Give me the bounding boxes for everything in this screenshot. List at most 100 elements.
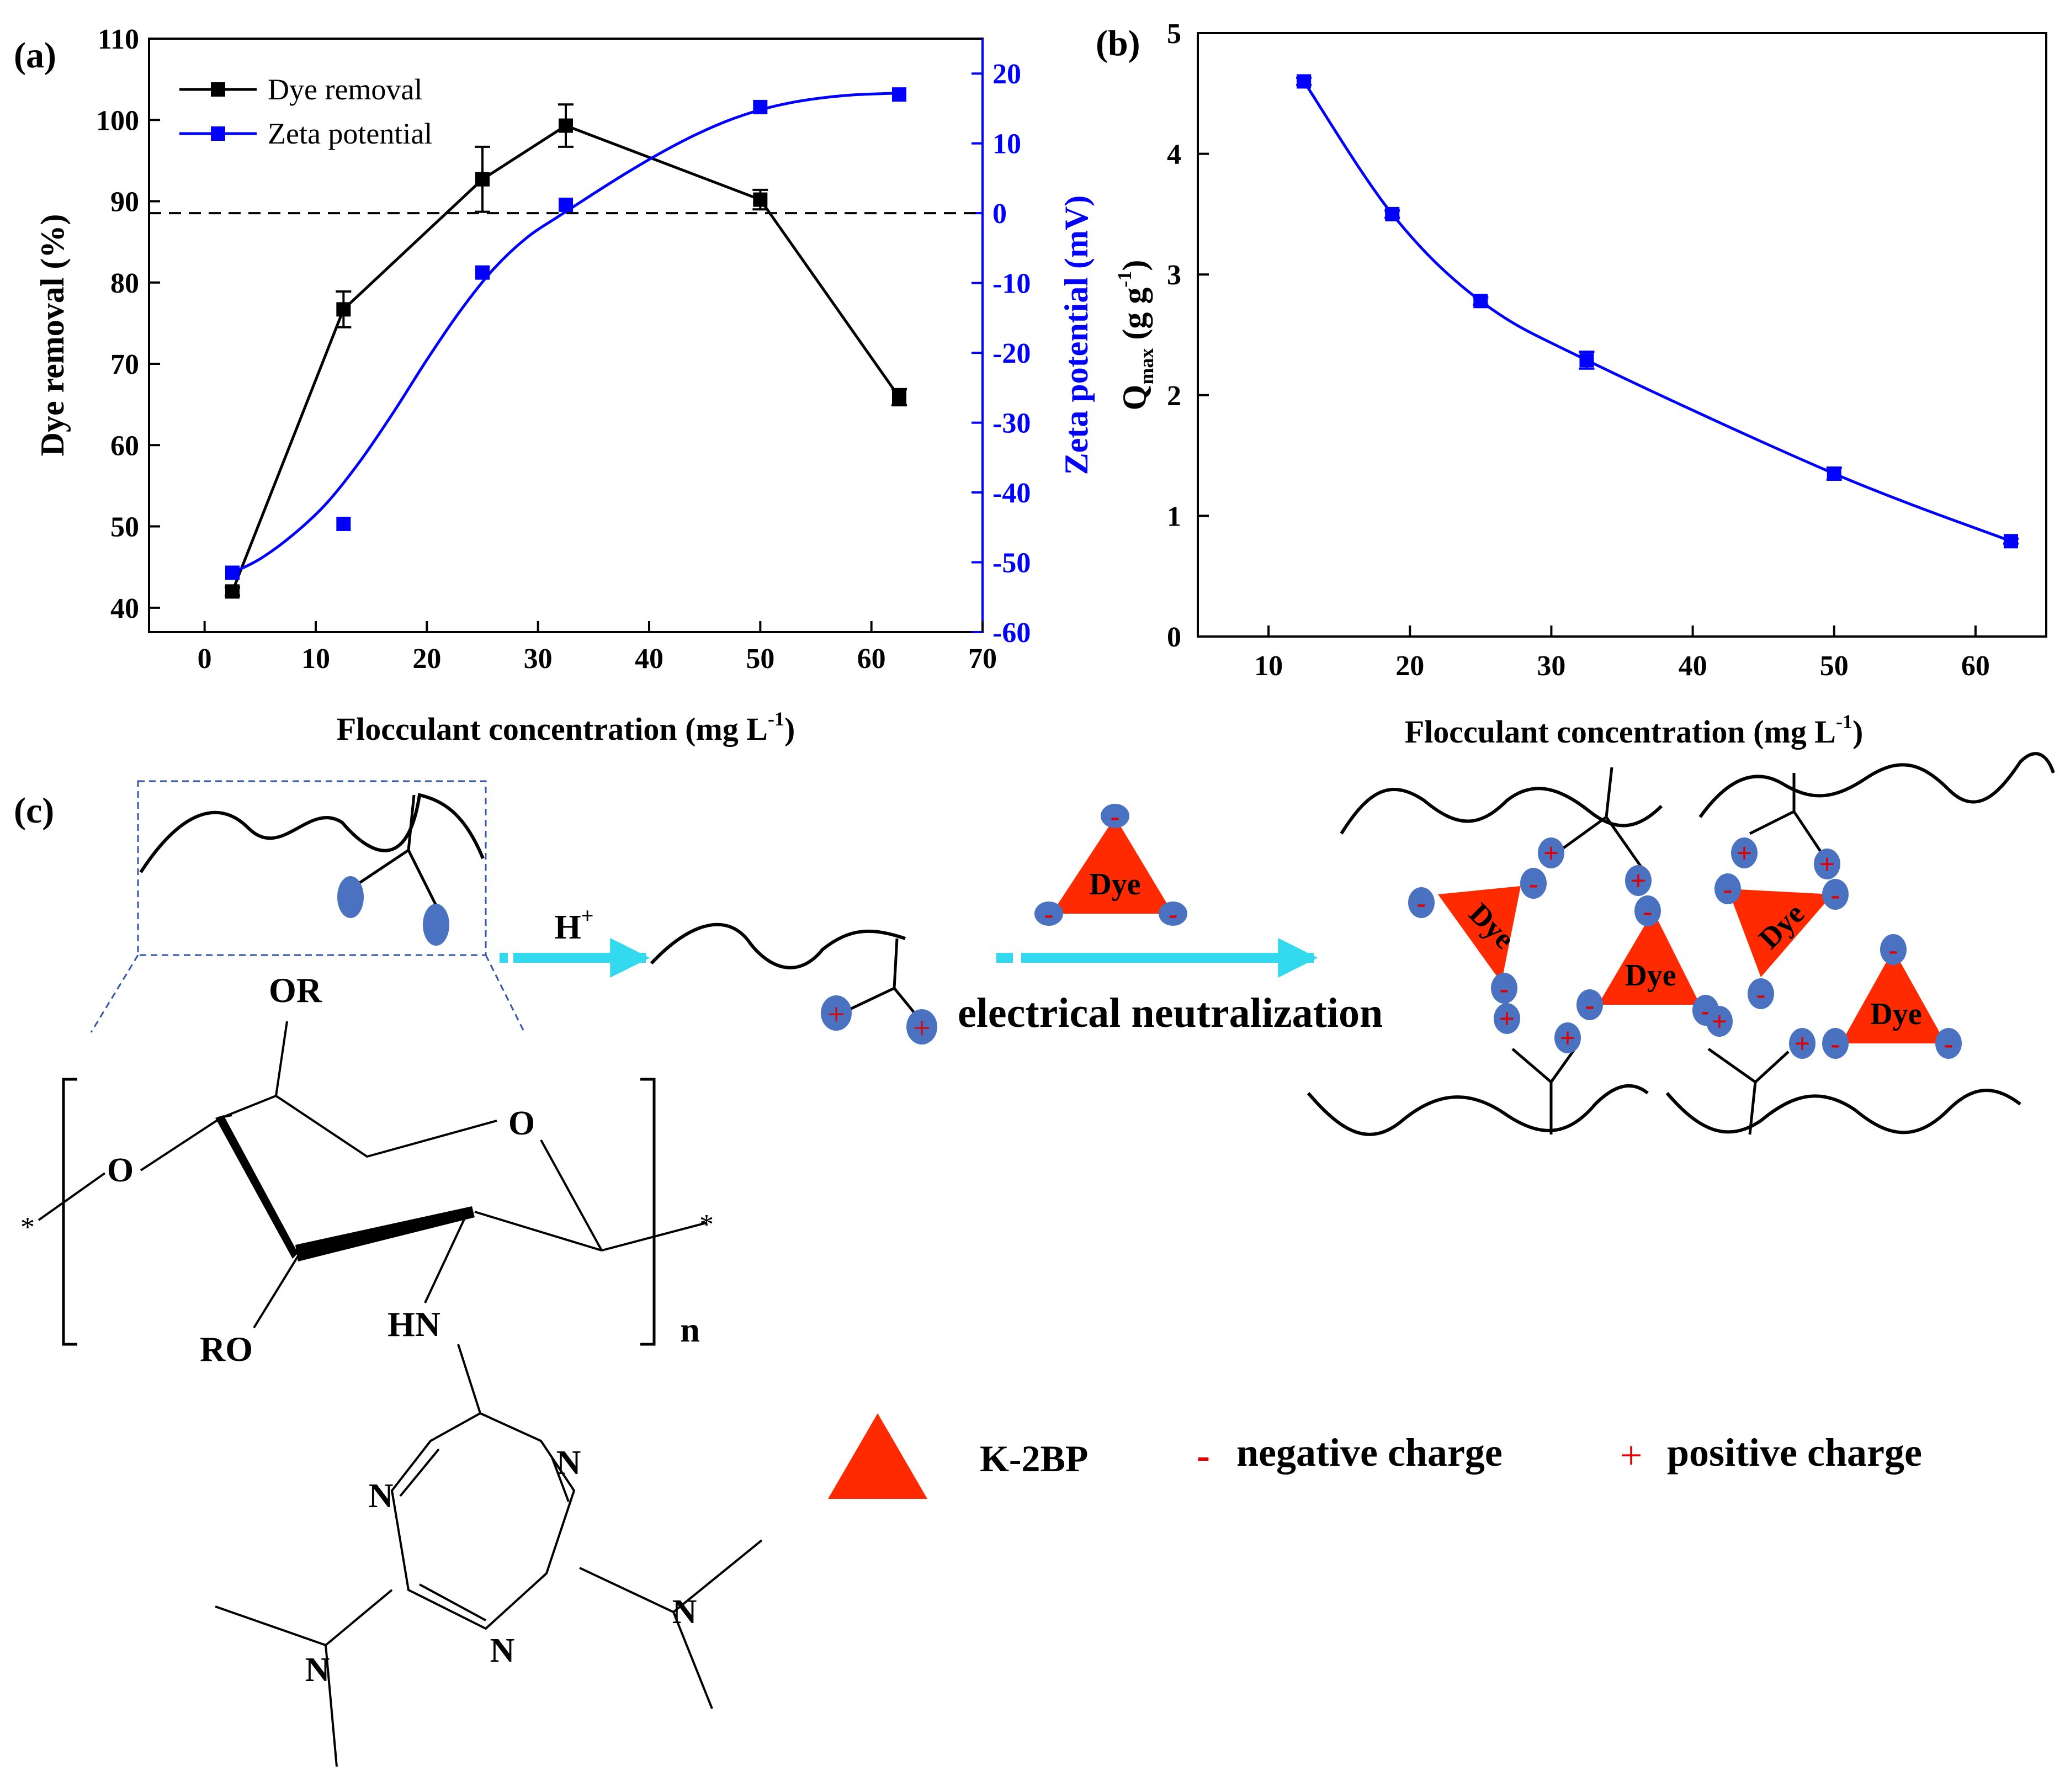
x-tick-label: 50 (746, 643, 774, 675)
y2-tick-label: 20 (992, 59, 1021, 90)
protonated-backbone (650, 922, 906, 969)
plus-sign: + (1499, 1003, 1515, 1034)
charged-group (1034, 902, 1063, 926)
y2-tick-label: -50 (992, 548, 1031, 579)
minus-sign: - (1723, 873, 1733, 904)
ro-label: RO (200, 1329, 253, 1369)
qmax-curve (1303, 81, 2011, 543)
hn-label: HN (387, 1305, 440, 1344)
dye-removal-points (225, 103, 907, 599)
ring-bonds (38, 1139, 707, 1414)
x-tick-label: 10 (1254, 650, 1283, 682)
y-ticks-a: 40 50 60 70 80 90 100 110 (96, 24, 160, 624)
qmax-point (1473, 294, 1488, 309)
nitrogen-label: N (305, 1651, 330, 1689)
zeta-potential-point (475, 265, 490, 280)
y-tick-label: 3 (1167, 259, 1181, 291)
x-tick-label: 30 (1537, 650, 1565, 682)
plus-sign: + (1631, 865, 1647, 896)
star-left: * (20, 1212, 35, 1243)
x-tick-label: 60 (857, 643, 886, 675)
amine-bonds (215, 1539, 763, 1767)
bracket-left (62, 1078, 77, 1346)
x-tick-label: 50 (1820, 650, 1849, 682)
minus-sign: - (1585, 989, 1595, 1020)
plus-sign: + (1712, 1006, 1728, 1037)
y-tick-label: 60 (110, 430, 139, 462)
y-axis-title-a: Dye removal (%) (34, 214, 71, 457)
charged-group (1714, 873, 1741, 904)
qmax-point (1297, 74, 1312, 89)
floc-chain (1665, 1089, 2021, 1134)
dye-triangle (1598, 911, 1700, 1005)
dye-label: Dye (1870, 997, 1921, 1031)
x-tick-label: 40 (1679, 650, 1707, 682)
zeta-potential-points (225, 87, 906, 580)
legend-positive-label: positive charge (1667, 1430, 1922, 1475)
zeta-potential-point (559, 198, 573, 212)
floc-branch (1707, 1047, 1790, 1135)
charged-group (1706, 1006, 1733, 1037)
legend-minus-symbol: - (1197, 1433, 1210, 1477)
qmax-point (1385, 206, 1400, 221)
floc-cluster: Dye Dye Dye Dye ++---+ - -++-+ +- ---- -+ (1307, 752, 2055, 1136)
legend-plus-symbol: + (1620, 1433, 1643, 1477)
dye-label: Dye (1625, 958, 1676, 993)
charged-group (1731, 837, 1758, 868)
floc-branch (1556, 767, 1647, 873)
y2-tick-label: 0 (992, 198, 1007, 230)
or-top-label: OR (269, 971, 322, 1010)
zoom-box (137, 780, 487, 956)
triazine-ring (390, 1412, 576, 1630)
y-tick-label: 90 (110, 187, 139, 218)
charged-group (1880, 934, 1907, 965)
zeta-potential-point (336, 516, 351, 531)
legend-c: K-2BP - negative charge + positive charg… (828, 1413, 1922, 1499)
charged-group (1159, 902, 1187, 926)
minus-sign: - (1831, 1028, 1840, 1059)
floc-charges: ++---+ - -++-+ +- ---- -+ (1408, 837, 1962, 1059)
x-tick-label: 10 (301, 643, 330, 675)
charged-group (1538, 837, 1564, 868)
minus-sign: - (1044, 898, 1054, 929)
zoom-guide-right (485, 955, 525, 1033)
wedge-bond-left (215, 1115, 298, 1259)
x-tick-label: 30 (524, 643, 553, 675)
repeat-index-label: n (680, 1310, 700, 1349)
minus-sign: - (1169, 898, 1178, 929)
minus-sign: - (1111, 800, 1120, 831)
charged-group (821, 995, 852, 1031)
y2-axis-title-a: Zeta potential (mV) (1058, 195, 1095, 475)
dye-removal-point (892, 390, 906, 405)
left-oxygen-label: O (107, 1152, 134, 1189)
charged-group (1822, 1028, 1849, 1059)
y-tick-label: 100 (96, 105, 139, 136)
charged-group (1935, 1028, 1962, 1059)
neutral-group (423, 904, 449, 946)
legend-dye-triangle (828, 1413, 927, 1499)
plus-sign: + (1819, 849, 1835, 879)
y-tick-label: 50 (110, 512, 139, 543)
x-ticks-a: 0 10 20 30 40 50 60 70 (198, 621, 997, 675)
minus-sign: - (1889, 934, 1898, 965)
minus-sign: - (1529, 868, 1538, 899)
y2-tick-label: -10 (992, 268, 1031, 300)
charged-group (1520, 868, 1547, 899)
legend-dye-label: Dye removal (268, 73, 422, 106)
y-tick-label: 40 (110, 593, 139, 624)
nitrogen-label: N (369, 1477, 394, 1515)
x-tick-label: 0 (198, 643, 212, 675)
dye-removal-point (559, 118, 573, 133)
charged-group (1554, 1022, 1581, 1053)
y-tick-label: 80 (110, 268, 139, 299)
dye-removal-point (225, 584, 240, 599)
minus-sign: - (1756, 978, 1766, 1009)
y-ticks-b: 0 1 2 3 4 5 (1167, 18, 1209, 653)
legend-k2bp-label: K-2BP (980, 1438, 1088, 1480)
x-tick-label: 40 (635, 643, 663, 675)
side-chain (358, 794, 438, 906)
dye-removal-point (475, 172, 490, 187)
legend-zeta-marker (211, 126, 225, 141)
y-tick-label: 110 (98, 24, 139, 55)
